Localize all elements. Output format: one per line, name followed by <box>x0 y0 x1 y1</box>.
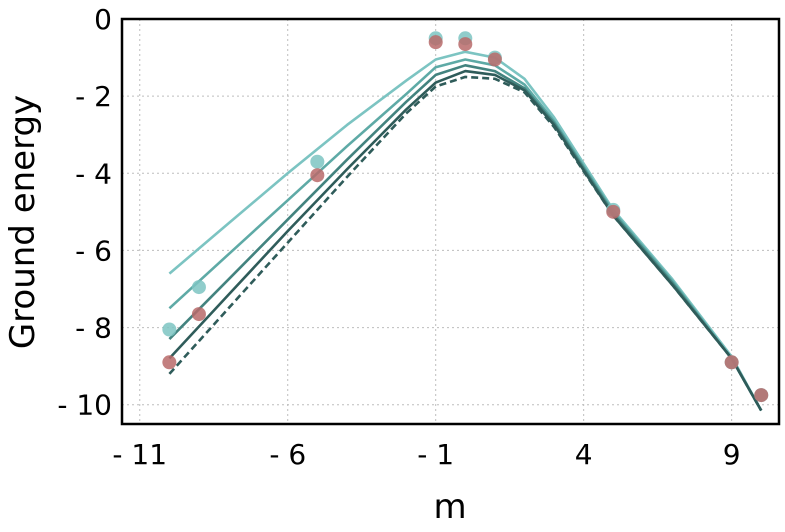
data-point <box>310 154 325 169</box>
x-tick-label: - 6 <box>269 438 306 471</box>
data-point <box>162 322 177 337</box>
data-point <box>310 168 325 183</box>
series-points <box>162 31 769 403</box>
x-axis-title: m <box>433 487 466 527</box>
data-point <box>191 307 206 322</box>
x-tick-label: - 1 <box>417 438 454 471</box>
y-tick-labels: 0 - 2 - 4 - 6 - 8 - 10 <box>57 3 112 422</box>
x-tick-label: 4 <box>575 438 593 471</box>
y-tick-label: - 2 <box>75 80 112 113</box>
series-line-4 <box>168 69 763 412</box>
series-line-5 <box>168 75 763 412</box>
data-point <box>428 35 443 50</box>
data-point <box>162 355 177 370</box>
y-tick-label: 0 <box>94 3 112 36</box>
data-point <box>606 204 621 219</box>
y-tick-label: - 8 <box>75 312 112 345</box>
data-point <box>487 52 502 67</box>
series-lines <box>168 50 763 412</box>
series-line-2 <box>168 58 763 412</box>
y-tick-label: - 6 <box>75 234 112 267</box>
series-line-3 <box>168 64 763 412</box>
data-point <box>191 280 206 295</box>
x-tick-label: 9 <box>723 438 741 471</box>
plot-frame <box>120 17 781 426</box>
series-line-1 <box>168 50 763 412</box>
y-tick-label: - 10 <box>57 389 112 422</box>
data-point <box>724 355 739 370</box>
x-tick-labels: - 11 - 6 - 1 4 9 <box>112 438 740 471</box>
y-tick-label: - 4 <box>75 157 112 190</box>
x-tick-label: - 11 <box>112 438 167 471</box>
data-point <box>754 388 769 403</box>
y-axis-title: Ground energy <box>3 95 43 349</box>
grid <box>122 18 779 424</box>
data-point <box>458 37 473 52</box>
